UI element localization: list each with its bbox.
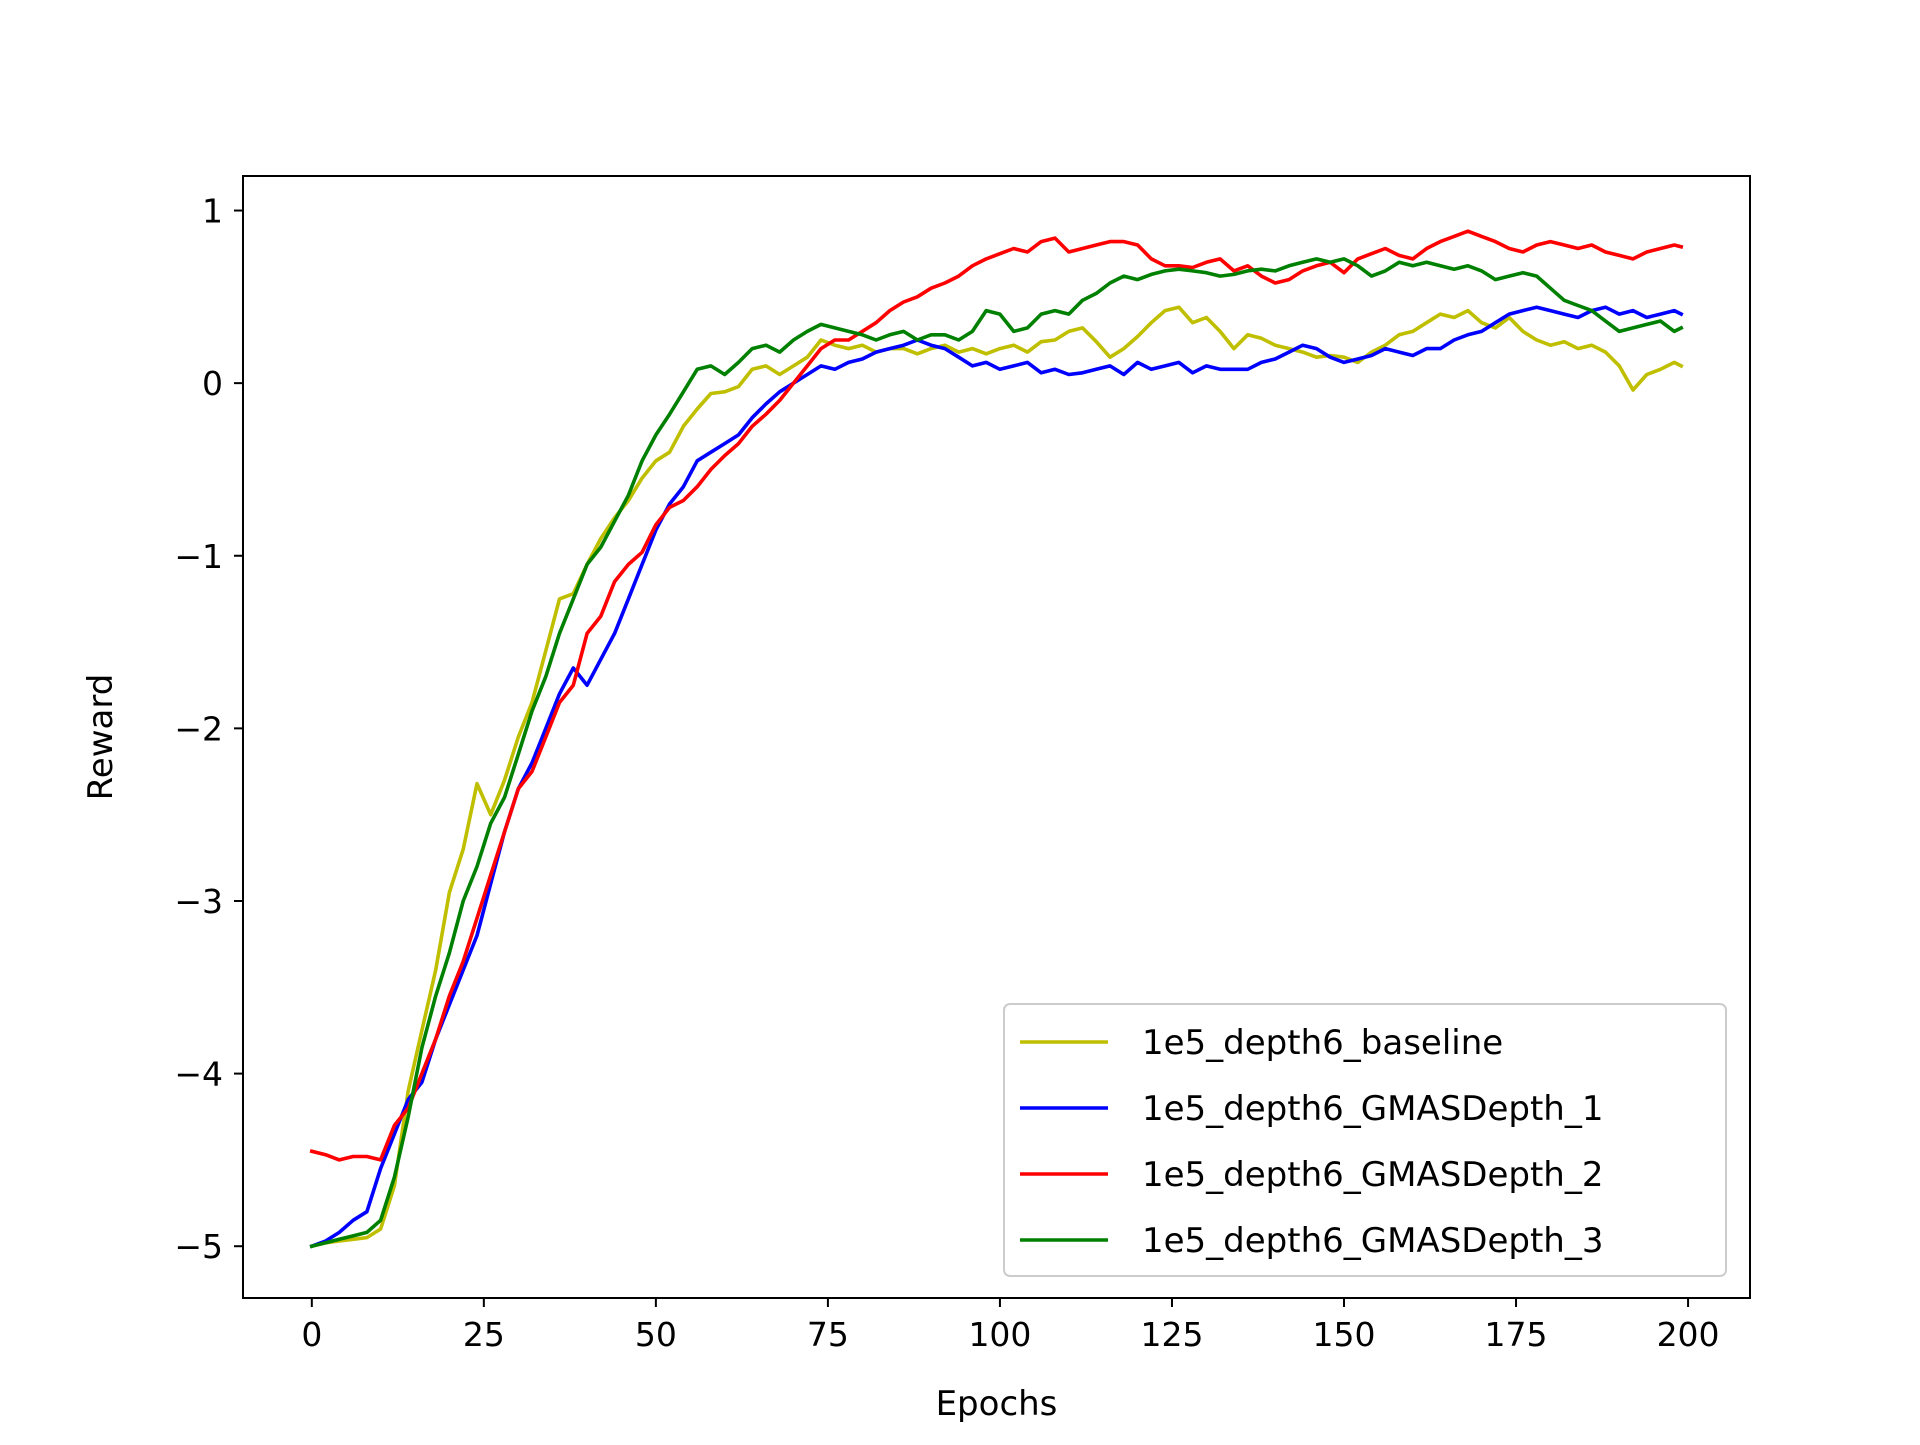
series-line-1: [309, 305, 1684, 1249]
series-layer: [309, 229, 1684, 1249]
x-tick-label: 125: [1140, 1315, 1203, 1354]
x-axis-label: Epochs: [936, 1384, 1058, 1424]
legend-label: 1e5_depth6_baseline: [1142, 1023, 1503, 1063]
y-axis-label: Reward: [81, 674, 121, 801]
y-tick-label: −4: [174, 1055, 223, 1094]
series-line-2: [309, 305, 1684, 1249]
x-tick-label: 50: [635, 1315, 677, 1354]
x-tick-label: 0: [301, 1315, 322, 1354]
y-tick-label: 0: [202, 364, 223, 403]
legend-box: [1003, 1003, 1727, 1277]
y-axis: 1 0 −1 −2 −3 −4 −5: [174, 192, 243, 1266]
y-tick-label: 1: [202, 192, 223, 231]
y-tick-label: −5: [174, 1227, 223, 1266]
y-tick-label: −1: [174, 537, 223, 576]
series-line-4: [309, 257, 1684, 1249]
x-tick-label: 200: [1657, 1315, 1720, 1354]
x-tick-label: 150: [1313, 1315, 1376, 1354]
legend: 1e5_depth6_baseline 1e5_depth6_GMASDepth_…: [1003, 1003, 1727, 1277]
legend-label: 1e5_depth6_GMASDepth_3: [1142, 1221, 1604, 1261]
plot-frame: [242, 175, 1751, 1299]
legend-label: 1e5_depth6_GMASDepth_2: [1142, 1155, 1604, 1195]
x-tick-label: 25: [463, 1315, 505, 1354]
legend-label: 1e5_depth6_GMASDepth_1: [1142, 1089, 1604, 1129]
y-tick-label: −2: [174, 709, 223, 748]
x-axis: 0 25 50 75 100 125 150 175 200: [301, 1298, 1720, 1354]
x-tick-label: 100: [968, 1315, 1031, 1354]
y-tick-label: −3: [174, 882, 223, 921]
series-line-3: [309, 229, 1684, 1162]
x-tick-label: 175: [1485, 1315, 1548, 1354]
x-tick-label: 75: [807, 1315, 849, 1354]
